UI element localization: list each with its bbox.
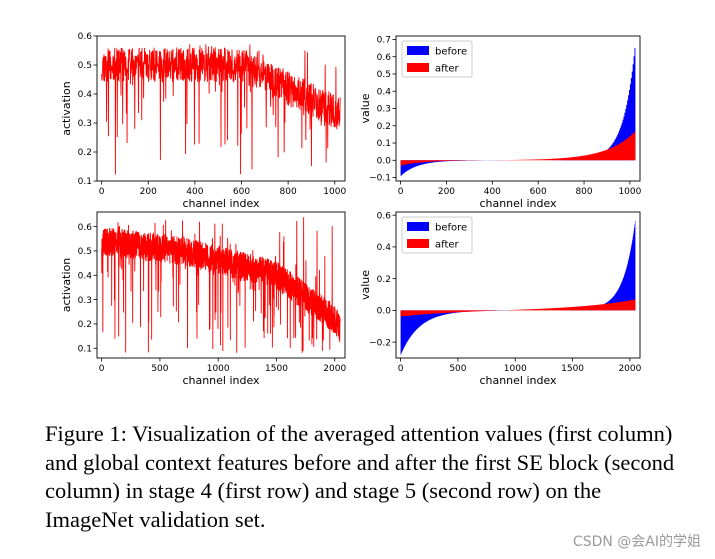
chart-stage5-attention: 0 500 1000 1500 2000 0.1 0.2 0.3 0.4 0.5 0.6 channe… xyxy=(60,211,346,387)
x-axis-label: channel index xyxy=(479,197,557,210)
x-tick-label: 200 xyxy=(140,187,157,197)
figure-caption: Figure 1: Visualization of the averaged … xyxy=(45,421,675,532)
x-tick-label: 1000 xyxy=(618,187,641,197)
x-tick-label: 1000 xyxy=(207,364,230,374)
plot-area xyxy=(101,44,341,175)
plot-area xyxy=(101,217,341,353)
bars-before xyxy=(400,47,636,176)
y-tick-label: 0.1 xyxy=(78,344,92,354)
plot-frame xyxy=(395,211,641,359)
y-tick-label: 0.6 xyxy=(377,211,392,221)
bars-after xyxy=(400,131,636,166)
y-tick-label: 0.0 xyxy=(377,156,392,166)
y-axis-label: value xyxy=(359,270,372,300)
x-tick-label: 800 xyxy=(575,187,592,197)
x-tick-label: 600 xyxy=(233,187,250,197)
figure-charts: 0 200 400 600 800 1000 0.1 0.2 0.3 0.4 0.5 0.6 chann… xyxy=(60,32,642,387)
activation-line xyxy=(101,44,341,175)
x-axis-label: channel index xyxy=(182,197,260,210)
x-tick-label: 400 xyxy=(484,187,501,197)
y-tick-label: 0.4 xyxy=(377,243,392,253)
y-axis-label: activation xyxy=(60,81,73,136)
x-axis-label: channel index xyxy=(182,374,260,387)
y-axis-label: activation xyxy=(60,258,73,313)
chart-stage5-context: before after 0 500 1000 1500 2000 −0.2 0.0 0.2 0.4… xyxy=(359,211,642,387)
x-tick-label: 1500 xyxy=(561,364,584,374)
legend-swatch-after xyxy=(407,239,429,248)
x-tick-label: 0 xyxy=(99,187,105,197)
x-tick-label: 0 xyxy=(398,364,404,374)
y-tick-label: 0.5 xyxy=(377,70,391,80)
x-tick-label: 2000 xyxy=(618,364,641,374)
x-tick-label: 0 xyxy=(398,187,404,197)
legend-label-after: after xyxy=(435,240,460,251)
x-tick-label: 800 xyxy=(280,187,297,197)
y-tick-label: 0.2 xyxy=(377,122,391,132)
y-tick-label: 0.2 xyxy=(78,320,92,330)
y-tick-label: 0.6 xyxy=(78,223,93,233)
legend-swatch-before xyxy=(407,222,429,231)
x-tick-label: 1000 xyxy=(323,187,346,197)
watermark: CSDN @会AI的学姐 xyxy=(572,534,701,550)
x-tick-label: 500 xyxy=(151,364,168,374)
x-tick-label: 500 xyxy=(449,364,466,374)
plot-area xyxy=(400,47,636,176)
y-tick-label: 0.2 xyxy=(377,275,391,285)
y-tick-label: 0.4 xyxy=(377,87,392,97)
legend-swatch-after xyxy=(407,63,429,72)
legend: before after xyxy=(401,216,473,254)
legend: before after xyxy=(401,40,473,78)
y-tick-label: 0.7 xyxy=(377,36,391,46)
y-tick-label: −0.1 xyxy=(369,174,391,184)
y-tick-label: 0.4 xyxy=(78,271,93,281)
y-tick-label: 0.0 xyxy=(377,307,392,317)
legend-swatch-before xyxy=(407,46,429,55)
y-tick-label: 0.3 xyxy=(78,119,92,129)
x-tick-label: 2000 xyxy=(323,364,346,374)
y-tick-label: 0.3 xyxy=(377,105,391,115)
activation-line xyxy=(101,217,341,353)
x-tick-label: 400 xyxy=(186,187,203,197)
plot-frame xyxy=(96,211,346,359)
chart-stage4-attention: 0 200 400 600 800 1000 0.1 0.2 0.3 0.4 0.5 0.6 chann… xyxy=(60,32,346,210)
x-tick-label: 200 xyxy=(438,187,455,197)
plot-frame xyxy=(96,35,346,182)
y-tick-label: 0.2 xyxy=(78,148,92,158)
x-tick-label: 1000 xyxy=(504,364,527,374)
legend-label-after: after xyxy=(435,64,460,75)
y-tick-label: 0.5 xyxy=(78,61,92,71)
x-axis-label: channel index xyxy=(479,374,557,387)
y-tick-label: 0.3 xyxy=(78,296,92,306)
legend-label-before: before xyxy=(435,47,467,58)
plot-area xyxy=(400,221,636,355)
y-tick-label: 0.1 xyxy=(377,139,391,149)
legend-label-before: before xyxy=(435,223,467,234)
x-tick-label: 1500 xyxy=(265,364,288,374)
y-tick-label: 0.6 xyxy=(377,53,392,63)
y-tick-label: 0.5 xyxy=(78,247,92,257)
x-tick-label: 600 xyxy=(530,187,547,197)
bars-after xyxy=(400,299,636,317)
chart-stage4-context: before after 0 200 400 600 800 1000 −0.1 0.0 0.1 0.… xyxy=(359,35,642,210)
y-tick-label: −0.2 xyxy=(369,338,391,348)
y-tick-label: 0.1 xyxy=(78,177,92,187)
y-tick-label: 0.6 xyxy=(78,32,93,42)
y-axis-label: value xyxy=(359,93,372,123)
x-tick-label: 0 xyxy=(99,364,105,374)
y-tick-label: 0.4 xyxy=(78,90,93,100)
